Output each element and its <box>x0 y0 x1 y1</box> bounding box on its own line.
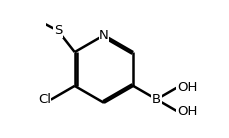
Text: OH: OH <box>176 105 196 118</box>
Text: Cl: Cl <box>38 93 51 106</box>
Text: N: N <box>99 29 108 42</box>
Text: B: B <box>151 93 160 106</box>
Text: S: S <box>54 24 62 37</box>
Text: OH: OH <box>176 81 196 94</box>
